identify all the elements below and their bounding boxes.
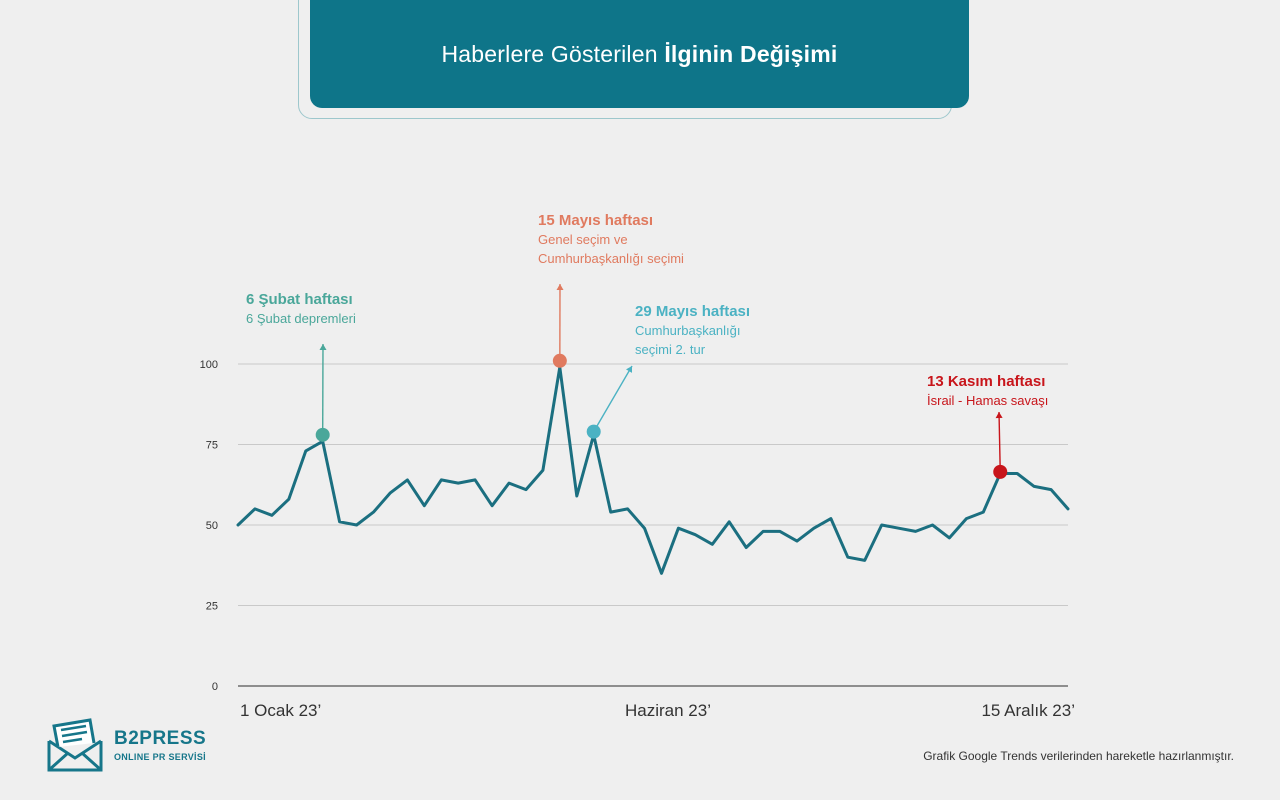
source-note: Grafik Google Trends verilerinden hareke… — [923, 749, 1234, 763]
y-tick-label: 25 — [206, 601, 218, 613]
brand-logo: B2PRESS ONLINE PR SERVİSİ — [46, 717, 206, 773]
x-axis-ticks: 1 Ocak 23’ Haziran 23’ 15 Aralık 23’ — [240, 701, 1075, 720]
annotation-arrowhead — [995, 412, 1003, 419]
x-tick-label: 1 Ocak 23’ — [240, 701, 321, 720]
annotation-title: 13 Kasım haftası — [927, 373, 1045, 390]
annotation-marker — [552, 353, 567, 368]
annotation-arrow — [998, 411, 1001, 472]
y-tick-label: 0 — [212, 681, 218, 693]
annotation-marker — [586, 424, 601, 439]
y-axis-ticks: 0 25 50 75 100 — [200, 359, 218, 693]
annotation-title: 15 Mayıs haftası — [538, 212, 653, 229]
title-regular: Haberlere Gösterilen — [441, 40, 665, 67]
grid-layer — [238, 363, 1068, 687]
annotation-arrowhead — [626, 366, 632, 373]
annotation-text: 6 Şubat depremleri — [246, 311, 356, 326]
x-tick-label: Haziran 23’ — [625, 701, 711, 720]
series-line — [236, 365, 1070, 575]
y-tick-label: 50 — [206, 520, 218, 532]
annotation-text: Cumhurbaşkanlığı seçimi — [538, 251, 684, 266]
annotation-marker — [993, 464, 1008, 479]
logo-subtitle: ONLINE PR SERVİSİ — [114, 752, 206, 762]
annotation-arrow — [593, 365, 633, 432]
page-title: Haberlere Gösterilen İlginin Değişimi — [442, 41, 838, 68]
x-tick-label: 15 Aralık 23’ — [981, 701, 1075, 720]
annotation-arrowhead — [556, 284, 564, 290]
annotation-text: İsrail - Hamas savaşı — [927, 393, 1048, 408]
annotation-text: Cumhurbaşkanlığı — [635, 323, 741, 338]
annotation-text: seçimi 2. tur — [635, 342, 706, 357]
annotation-text: Genel seçim ve — [538, 232, 628, 247]
logo-name: B2PRESS — [114, 728, 207, 749]
annotation-marker — [315, 427, 330, 442]
envelope-icon — [47, 718, 103, 772]
annotation-arrowhead — [319, 344, 327, 350]
y-tick-label: 75 — [206, 440, 218, 452]
y-tick-label: 100 — [200, 359, 218, 371]
annotation-title: 6 Şubat haftası — [246, 291, 353, 308]
series-layer — [236, 365, 1070, 575]
annotation-layer: 6 Şubat haftası 6 Şubat depremleri 15 Mayı… — [246, 212, 1048, 479]
title-banner: Haberlere Gösterilen İlginin Değişimi — [310, 0, 969, 108]
annotation-title: 29 Mayıs haftası — [635, 303, 750, 320]
title-bold: İlginin Değişimi — [664, 40, 838, 67]
